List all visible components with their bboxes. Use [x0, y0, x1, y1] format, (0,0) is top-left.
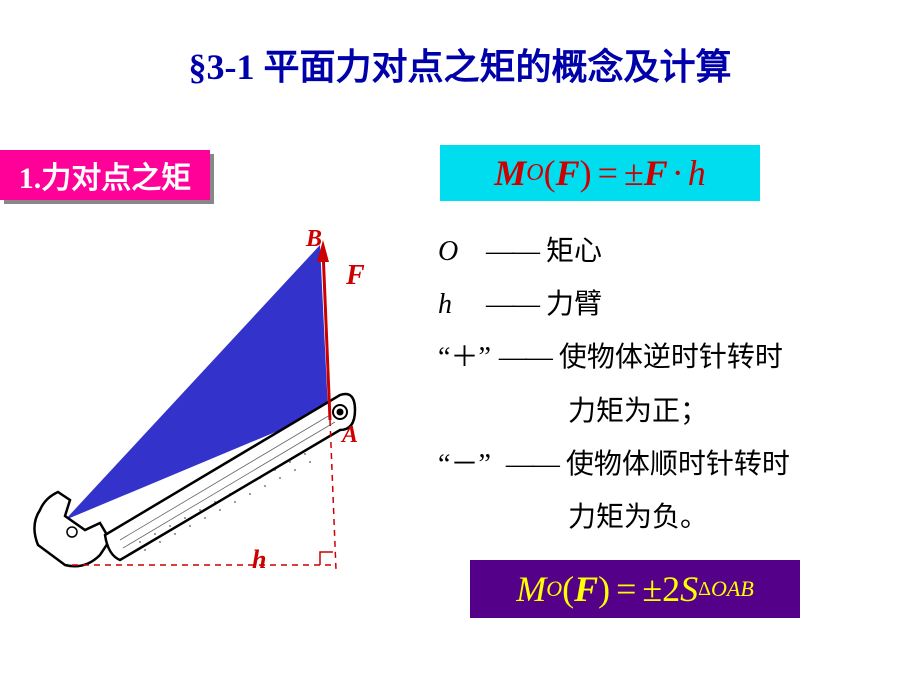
- def-minus-2: 力矩为负。: [438, 491, 790, 544]
- right-angle-marker: [320, 552, 333, 565]
- formula-area: MO(F)=±2SΔOAB: [470, 560, 800, 618]
- def-minus-1: “－” —— 使物体顺时针转时: [438, 438, 790, 491]
- def-minus-dash: ——: [498, 438, 566, 491]
- wrench-hole-inner: [337, 409, 344, 416]
- formula1-rparen: ): [580, 152, 592, 194]
- triangle-oab: [65, 245, 328, 520]
- def-plus-dash: ——: [491, 331, 559, 384]
- page-title: §3-1 平面力对点之矩的概念及计算: [0, 0, 920, 90]
- def-h: h —— 力臂: [438, 278, 790, 331]
- def-minus-text1: 使物体顺时针转时: [566, 438, 790, 491]
- def-plus-ql: “: [438, 331, 450, 384]
- formula2-S: S: [680, 568, 698, 610]
- formula2-pm: ±: [642, 568, 662, 610]
- def-plus-text1: 使物体逆时针转时: [559, 331, 783, 384]
- def-O-dash: ——: [478, 225, 546, 278]
- def-plus-1: “＋” —— 使物体逆时针转时: [438, 331, 790, 384]
- force-line-dashed: [330, 420, 336, 570]
- formula-moment: MO(F)=±F·h: [440, 145, 760, 201]
- def-minus-ql: “: [438, 438, 450, 491]
- formula1-dot: ·: [668, 152, 688, 194]
- section-heading: 1.力对点之矩: [0, 150, 210, 200]
- def-minus-text2: 力矩为负。: [568, 491, 708, 544]
- formula1-M: M: [494, 152, 526, 194]
- definitions-block: O —— 矩心 h —— 力臂 “＋” —— 使物体逆时针转时 力矩为正； “－…: [438, 225, 790, 544]
- formula2-F: F: [574, 568, 598, 610]
- def-O: O —— 矩心: [438, 225, 790, 278]
- formula1-h: h: [688, 152, 706, 194]
- def-O-text: 矩心: [546, 225, 602, 278]
- formula1-F: F: [556, 152, 580, 194]
- formula2-M: M: [516, 568, 546, 610]
- def-minus-sym: －: [450, 438, 478, 491]
- def-h-sym: h: [438, 278, 478, 331]
- formula2-two: 2: [662, 568, 680, 610]
- def-plus-sym: ＋: [450, 331, 478, 384]
- label-h: h: [252, 545, 266, 575]
- formula1-lparen: (: [544, 152, 556, 194]
- wrench-diagram: B F A h: [10, 220, 420, 660]
- label-A: A: [342, 422, 358, 449]
- formula1-O: O: [526, 160, 543, 187]
- formula2-O: O: [546, 576, 562, 602]
- def-minus-qr: ”: [478, 438, 490, 491]
- formula1-pm: ±: [624, 152, 644, 194]
- def-h-text: 力臂: [546, 278, 602, 331]
- def-O-sym: O: [438, 225, 478, 278]
- label-F: F: [346, 260, 365, 292]
- def-plus-text2: 力矩为正；: [568, 385, 708, 438]
- def-h-dash: ——: [478, 278, 546, 331]
- label-B: B: [306, 226, 322, 253]
- formula1-eq: =: [592, 152, 624, 194]
- formula2-tri: Δ: [698, 578, 711, 601]
- formula2-eq: =: [610, 568, 642, 610]
- def-plus-2: 力矩为正；: [438, 385, 790, 438]
- formula2-OAB: OAB: [711, 576, 754, 602]
- def-plus-qr: ”: [478, 331, 490, 384]
- formula2-lparen: (: [562, 568, 574, 610]
- formula2-rparen: ): [598, 568, 610, 610]
- formula1-F2: F: [644, 152, 668, 194]
